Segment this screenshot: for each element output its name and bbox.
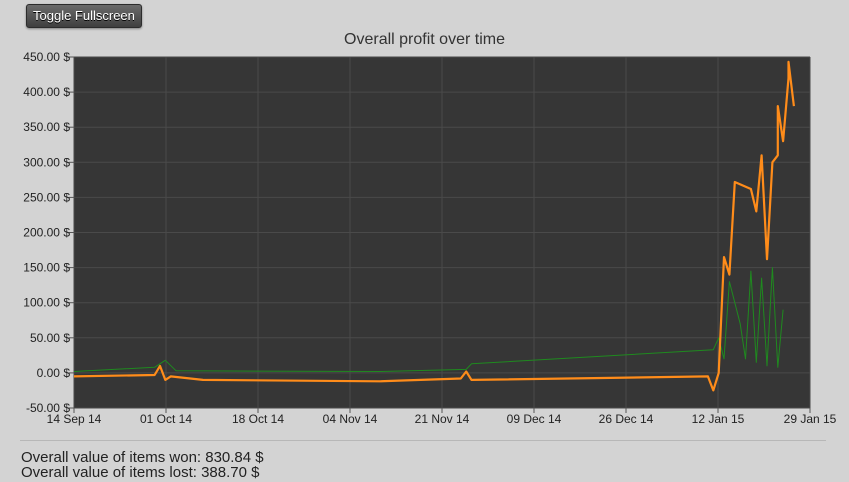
divider <box>20 440 826 441</box>
x-tick-label: 18 Oct 14 <box>232 412 284 426</box>
y-tick-label: 0.00 $ <box>37 366 71 380</box>
x-tick-label: 26 Dec 14 <box>599 412 654 426</box>
lost-total-text: Overall value of items lost: 388.70 $ <box>21 464 260 481</box>
y-tick-label: 350.00 $ <box>23 120 70 134</box>
x-tick-label: 14 Sep 14 <box>47 412 102 426</box>
x-tick-label: 21 Nov 14 <box>415 412 470 426</box>
x-tick-label: 29 Jan 15 <box>784 412 837 426</box>
y-tick-label: 100.00 $ <box>23 296 70 310</box>
y-tick-label: 400.00 $ <box>23 85 70 99</box>
x-tick-label: 09 Dec 14 <box>507 412 562 426</box>
y-tick-label: 250.00 $ <box>23 190 70 204</box>
y-tick-label: 50.00 $ <box>30 331 70 345</box>
toggle-fullscreen-button[interactable]: Toggle Fullscreen <box>26 4 142 28</box>
series-line-won <box>73 60 795 392</box>
won-total-text: Overall value of items won: 830.84 $ <box>21 449 264 466</box>
series-lines <box>73 60 795 392</box>
x-tick-label: 12 Jan 15 <box>692 412 745 426</box>
axis-labels: -50.00 $ 0.00 $ 50.00 $ 100.00 $ 150.00 $ 200… <box>23 50 836 426</box>
series-line-lost <box>73 267 784 372</box>
x-tick-label: 01 Oct 14 <box>140 412 192 426</box>
y-tick-label: 200.00 $ <box>23 226 70 240</box>
chart-title: Overall profit over time <box>344 31 505 48</box>
y-tick-label: -50.00 $ <box>26 401 70 415</box>
profit-chart: -50.00 $ 0.00 $ 50.00 $ 100.00 $ 150.00 $ 200… <box>23 50 836 426</box>
y-tick-label: 300.00 $ <box>23 155 70 169</box>
y-tick-label: 450.00 $ <box>23 50 70 64</box>
x-tick-label: 04 Nov 14 <box>323 412 378 426</box>
y-tick-label: 150.00 $ <box>23 261 70 275</box>
